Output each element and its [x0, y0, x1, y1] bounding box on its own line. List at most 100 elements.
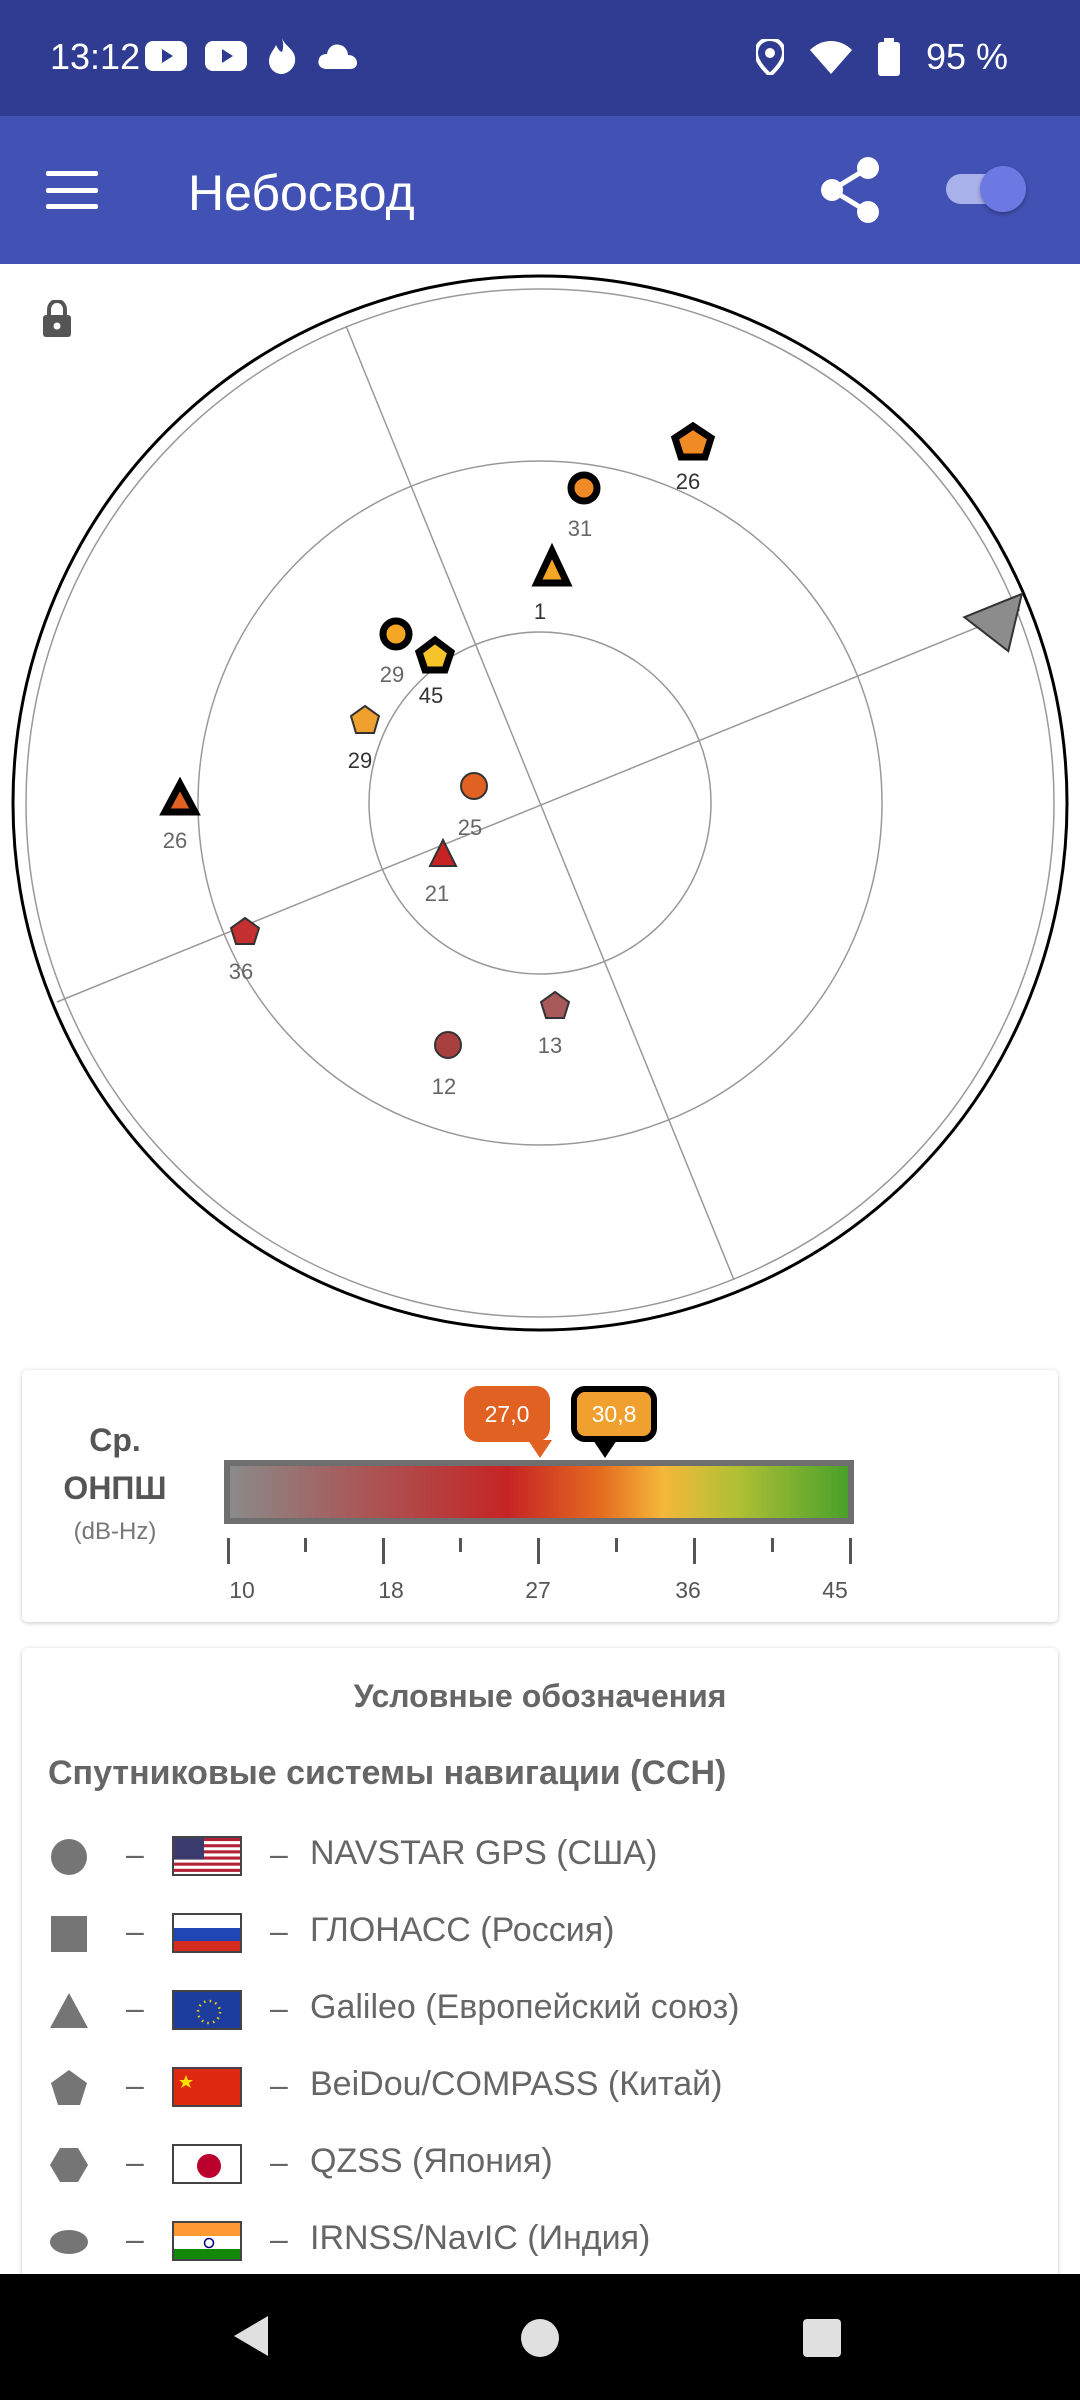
satellite-label: 13 [538, 1033, 562, 1058]
tick-label: 18 [378, 1577, 404, 1603]
avg-in-use-badge: 30,8 [571, 1386, 657, 1442]
satellite-31-gps[interactable]: 31 [567, 471, 601, 541]
satellite-label: 26 [163, 828, 187, 853]
azimuth-line-ew [56, 609, 1021, 1003]
satellite-label: 26 [676, 469, 700, 494]
cloud-icon [318, 44, 357, 69]
satellite-label: 31 [568, 516, 592, 541]
eu-flag [172, 1990, 242, 2030]
back-icon[interactable] [232, 2314, 272, 2358]
status-time: 13:12 [50, 36, 141, 77]
india-flag [172, 2221, 242, 2261]
avg-in-view-pointer [528, 1440, 552, 1458]
avg-in-view-badge: 27,0 [464, 1386, 550, 1442]
location-icon [755, 39, 784, 75]
legend-title: Условные обозначения [353, 1678, 727, 1714]
fire-icon [269, 38, 296, 74]
tick-label: 36 [675, 1577, 701, 1603]
circle-shape-icon [51, 1839, 87, 1875]
horizon-inner-circle [25, 288, 1055, 1318]
legend-item-name: IRNSS/NavIC (Индия) [310, 2219, 651, 2257]
satellite-21-galileo[interactable]: 21 [425, 837, 458, 906]
battery-percent: 95 % [925, 36, 1008, 77]
status-bar: 13:12 95 % [0, 0, 1080, 116]
battery-icon [877, 38, 900, 76]
cn0-unit: (dB-Hz) [73, 1518, 157, 1545]
avg-in-use-pointer [593, 1440, 617, 1458]
heading-arrow-icon [962, 592, 1024, 653]
page-title: Небосвод [188, 165, 415, 221]
tick-major [227, 1538, 230, 1564]
satellite-36-beidou[interactable]: 36 [229, 916, 261, 984]
legend-card: Условные обозначения Спутниковые системы… [22, 1648, 1058, 2288]
cn0-label-line2: ОНПШ [63, 1470, 167, 1506]
legend-row-qzss: – – QZSS (Япония) [48, 2134, 1028, 2194]
legend-item-name: BeiDou/COMPASS (Китай) [310, 2065, 723, 2103]
cn0-card: Ср. ОНПШ (dB-Hz) 27,0 30,8 10 18 27 36 4… [22, 1370, 1058, 1622]
pentagon-shape-icon [51, 2070, 87, 2105]
triangle-shape-icon [50, 1993, 88, 2028]
tick-label: 27 [525, 1577, 551, 1603]
satellite-label: 1 [534, 599, 546, 624]
satellite-29-gps[interactable]: 29 [379, 617, 413, 687]
tick-major [693, 1538, 696, 1564]
satellite-1-galileo[interactable]: 1 [531, 542, 573, 624]
legend-row-irnss: – – IRNSS/NavIC (Индия) [48, 2211, 1028, 2271]
horizon-outer-circle [11, 274, 1069, 1332]
recents-icon[interactable] [802, 2318, 842, 2358]
tick-minor [771, 1538, 774, 1552]
elevation-60-circle [368, 631, 712, 975]
satellite-29-beidou[interactable]: 29 [348, 704, 381, 773]
legend-row-beidou: – – BeiDou/COMPASS (Китай) [48, 2057, 1028, 2117]
youtube-icon [205, 41, 247, 71]
satellite-label: 12 [432, 1074, 456, 1099]
satellite-label: 29 [348, 748, 372, 773]
oval-shape-icon [50, 2230, 88, 2254]
wifi-icon [809, 41, 852, 74]
square-shape-icon [51, 1916, 87, 1952]
tick-label: 45 [822, 1577, 848, 1603]
satellite-26-beidou[interactable]: 26 [670, 421, 716, 494]
russia-flag [172, 1913, 242, 1953]
elevation-30-circle [197, 460, 883, 1146]
satellite-label: 21 [425, 881, 449, 906]
legend-subtitle: Спутниковые системы навигации (ССН) [48, 1754, 727, 1792]
satellite-label: 29 [380, 662, 404, 687]
home-icon[interactable] [520, 2318, 560, 2358]
satellite-45-beidou[interactable]: 45 [414, 635, 456, 708]
navigation-bar [0, 2274, 1080, 2400]
hexagon-shape-icon [50, 2148, 88, 2182]
tick-major [537, 1538, 540, 1564]
japan-flag [172, 2144, 242, 2184]
share-icon[interactable] [818, 156, 882, 224]
legend-row-glonass: – – ГЛОНАСС (Россия) [48, 1903, 1028, 1963]
tick-label: 10 [229, 1577, 255, 1603]
tick-minor [304, 1538, 307, 1552]
toggle-switch[interactable] [946, 166, 1026, 212]
legend-item-name: NAVSTAR GPS (США) [310, 1834, 658, 1872]
app-bar: Небосвод [0, 116, 1080, 264]
legend-row-galileo: – – Galileo (Европейский союз) [48, 1980, 1028, 2040]
satellite-label: 25 [458, 815, 482, 840]
satellite-13-beidou[interactable]: 13 [538, 990, 571, 1058]
satellite-label: 45 [419, 683, 443, 708]
tick-major [849, 1538, 852, 1564]
azimuth-line-ns [345, 325, 735, 1281]
satellite-25-gps[interactable]: 25 [458, 772, 488, 840]
tick-major [382, 1538, 385, 1564]
legend-item-name: QZSS (Япония) [310, 2142, 553, 2180]
legend-item-name: ГЛОНАСС (Россия) [310, 1911, 615, 1949]
cn0-label-line1: Ср. [89, 1422, 141, 1458]
lock-icon[interactable] [42, 300, 72, 338]
legend-row-gps: – – NAVSTAR GPS (США) [48, 1826, 1028, 1886]
tick-minor [615, 1538, 618, 1552]
tick-minor [459, 1538, 462, 1552]
legend-item-name: Galileo (Европейский союз) [310, 1988, 740, 2026]
satellite-26-galileo[interactable]: 26 [159, 776, 201, 853]
youtube-icon [145, 41, 187, 71]
menu-icon[interactable] [46, 171, 98, 209]
china-flag [172, 2067, 242, 2107]
usa-flag [172, 1836, 242, 1876]
cn0-gradient-bar [224, 1460, 854, 1524]
satellite-12-gps[interactable]: 12 [432, 1031, 462, 1099]
